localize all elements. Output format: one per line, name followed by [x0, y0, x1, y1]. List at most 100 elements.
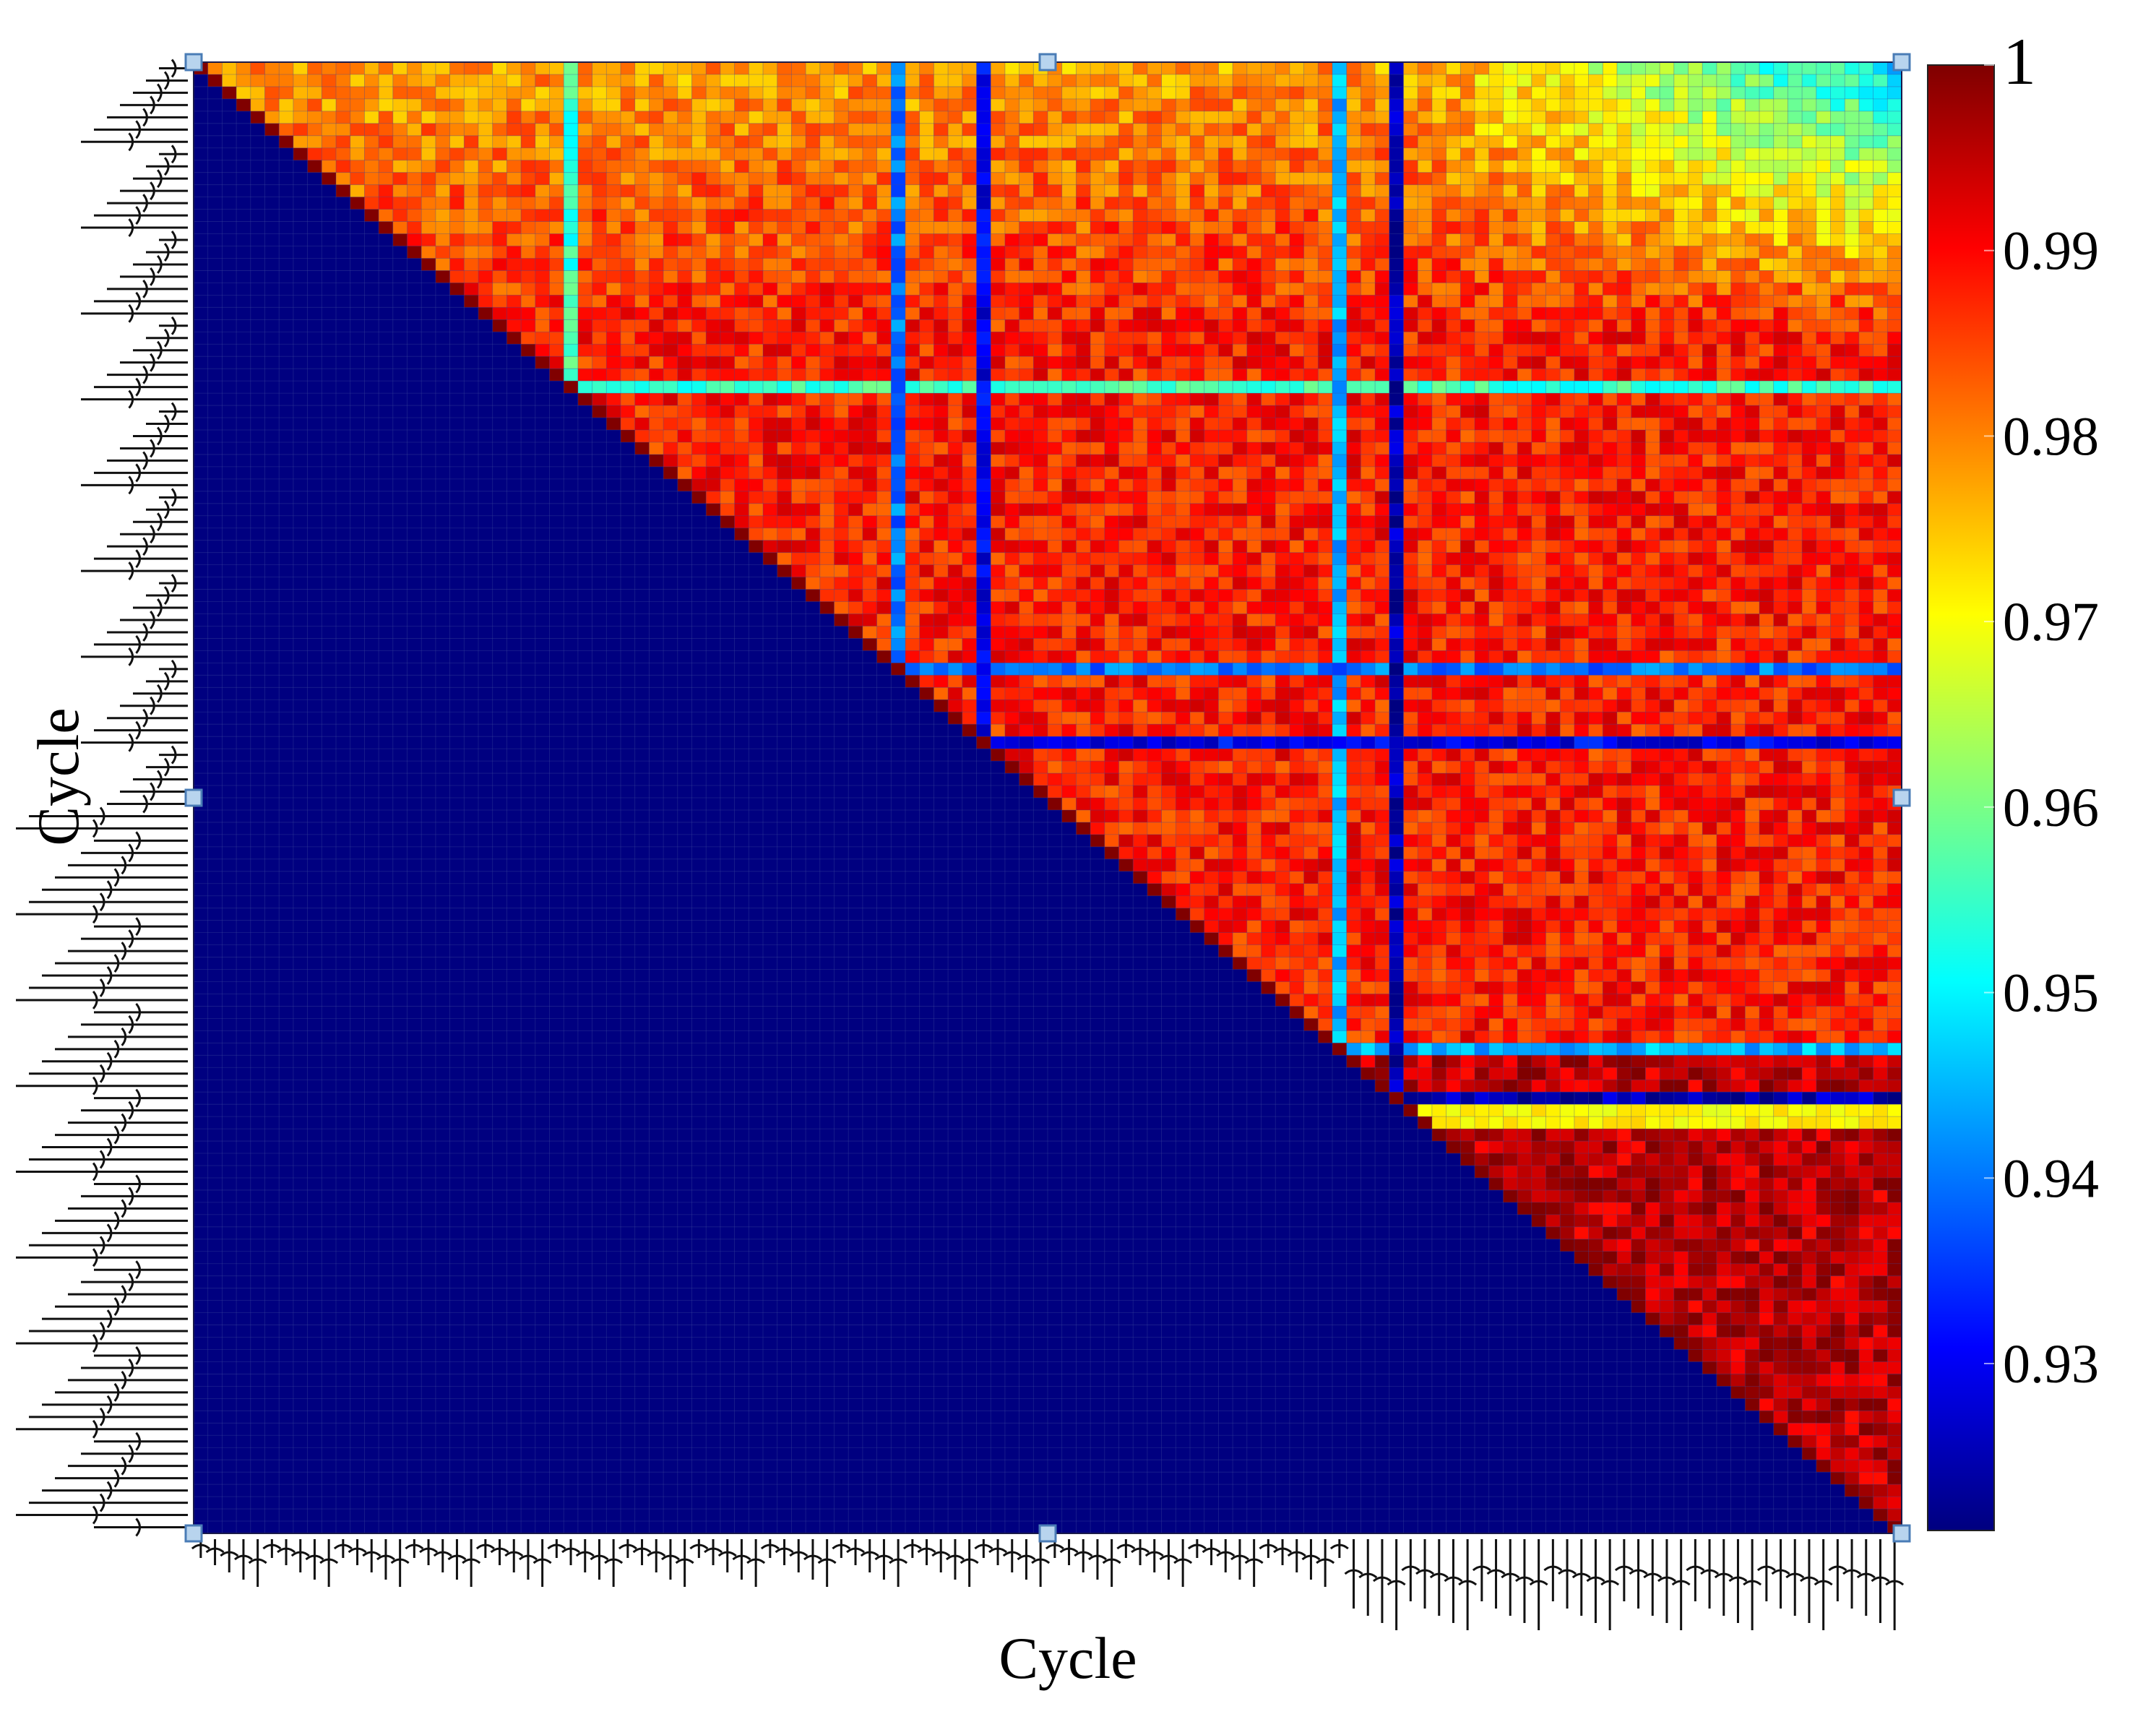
- heatmap-cell: [634, 515, 650, 529]
- heatmap-cell: [449, 123, 465, 137]
- heatmap-cell: [691, 98, 707, 112]
- heatmap-cell: [1816, 184, 1832, 198]
- heatmap-cell: [862, 319, 878, 332]
- heatmap-cell: [336, 319, 351, 332]
- heatmap-cell: [1418, 466, 1433, 480]
- heatmap-cell: [948, 503, 963, 517]
- heatmap-cell: [706, 111, 721, 124]
- heatmap-cell: [1503, 356, 1518, 369]
- heatmap-cell: [1289, 466, 1305, 480]
- heatmap-cell: [1176, 111, 1191, 124]
- heatmap-cell: [1702, 233, 1717, 247]
- heatmap-cell: [1745, 454, 1760, 468]
- heatmap-cell: [392, 98, 408, 112]
- heatmap-cell: [663, 209, 678, 223]
- heatmap-cell: [1204, 356, 1219, 369]
- heatmap-cell: [1403, 172, 1418, 186]
- heatmap-cell: [876, 197, 892, 210]
- heatmap-cell: [1545, 221, 1561, 235]
- heatmap-cell: [1204, 197, 1219, 210]
- heatmap-cell: [1048, 270, 1063, 283]
- heatmap-cell: [1745, 381, 1760, 394]
- heatmap-cell: [336, 564, 351, 578]
- heatmap-cell: [1033, 430, 1048, 443]
- heatmap-cell: [1204, 552, 1219, 566]
- heatmap-cell: [976, 246, 991, 259]
- heatmap-cell: [1788, 197, 1803, 210]
- heatmap-cell: [876, 491, 892, 504]
- heatmap-cell: [435, 552, 451, 566]
- heatmap-cell: [207, 405, 223, 418]
- heatmap-cell: [1688, 98, 1703, 112]
- heatmap-cell: [1603, 466, 1618, 480]
- heatmap-cell: [1716, 98, 1732, 112]
- heatmap-cell: [1361, 454, 1376, 468]
- heatmap-cell: [293, 418, 309, 431]
- heatmap-cell: [1318, 62, 1333, 75]
- heatmap-cell: [606, 295, 621, 308]
- heatmap-cell: [976, 515, 991, 529]
- heatmap-cell: [1603, 123, 1618, 137]
- heatmap-cell: [264, 172, 280, 186]
- heatmap-cell: [1418, 552, 1433, 566]
- heatmap-cell: [293, 430, 309, 443]
- heatmap-cell: [392, 369, 408, 382]
- heatmap-cell: [1673, 491, 1689, 504]
- heatmap-cell: [1233, 344, 1248, 357]
- heatmap-cell: [279, 62, 294, 75]
- heatmap-cell: [819, 160, 835, 173]
- heatmap-cell: [862, 344, 878, 357]
- heatmap-cell: [1346, 442, 1361, 455]
- heatmap-cell: [663, 246, 678, 259]
- heatmap-cell: [506, 98, 522, 112]
- heatmap-cell: [1460, 319, 1475, 332]
- heatmap-cell: [1418, 160, 1433, 173]
- heatmap-cell: [919, 430, 934, 443]
- heatmap-cell: [1574, 233, 1590, 247]
- heatmap-cell: [1660, 332, 1675, 345]
- heatmap-cell: [1830, 197, 1845, 210]
- heatmap-cell: [1133, 86, 1148, 100]
- heatmap-cell: [663, 528, 678, 541]
- heatmap-cell: [1730, 552, 1746, 566]
- heatmap-cell: [1289, 258, 1305, 272]
- heatmap-cell: [649, 478, 664, 492]
- heatmap-cell: [905, 184, 920, 198]
- heatmap-cell: [1261, 540, 1276, 554]
- heatmap-cell: [1702, 418, 1717, 431]
- heatmap-cell: [976, 147, 991, 161]
- heatmap-cell: [1745, 246, 1760, 259]
- heatmap-cell: [449, 528, 465, 541]
- heatmap-cell: [421, 147, 436, 161]
- heatmap-cell: [621, 86, 636, 100]
- heatmap-cell: [1788, 233, 1803, 247]
- heatmap-cell: [1603, 319, 1618, 332]
- heatmap-cell: [1161, 135, 1176, 149]
- heatmap-cell: [1617, 418, 1632, 431]
- heatmap-cell: [564, 74, 579, 87]
- heatmap-cell: [1745, 258, 1760, 272]
- heatmap-cell: [834, 111, 849, 124]
- heatmap-cell: [1090, 197, 1105, 210]
- heatmap-cell: [720, 270, 736, 283]
- heatmap-cell: [1603, 246, 1618, 259]
- heatmap-cell: [1603, 172, 1618, 186]
- heatmap-cell: [1545, 393, 1561, 406]
- heatmap-cell: [1389, 454, 1405, 468]
- heatmap-cell: [1503, 515, 1518, 529]
- heatmap-cell: [350, 246, 365, 259]
- heatmap-cell: [763, 319, 778, 332]
- heatmap-cell: [1446, 528, 1461, 541]
- heatmap-cell: [435, 295, 451, 308]
- heatmap-cell: [1887, 221, 1902, 235]
- heatmap-cell: [1730, 233, 1746, 247]
- heatmap-cell: [421, 172, 436, 186]
- heatmap-cell: [1161, 172, 1176, 186]
- heatmap-cell: [876, 454, 892, 468]
- heatmap-cell: [806, 307, 821, 320]
- heatmap-cell: [1730, 307, 1746, 320]
- heatmap-cell: [634, 160, 650, 173]
- heatmap-cell: [1517, 552, 1532, 566]
- heatmap-cell: [364, 184, 379, 198]
- heatmap-cell: [933, 418, 949, 431]
